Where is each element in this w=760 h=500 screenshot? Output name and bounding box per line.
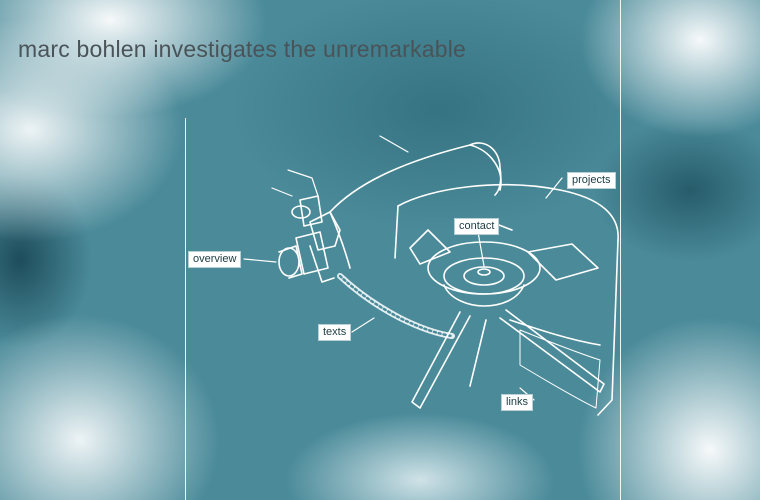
site-title: marc bohlen investigates the unremarkabl…	[18, 36, 466, 62]
nav-link-overview[interactable]: overview	[188, 251, 242, 268]
nav-link-contact[interactable]: contact	[454, 218, 500, 235]
right-divider-line	[620, 0, 621, 500]
nav-link-texts[interactable]: texts	[318, 324, 352, 341]
nav-link-projects[interactable]: projects	[567, 172, 616, 189]
left-divider-line	[185, 118, 186, 500]
nav-link-links[interactable]: links	[501, 394, 534, 411]
